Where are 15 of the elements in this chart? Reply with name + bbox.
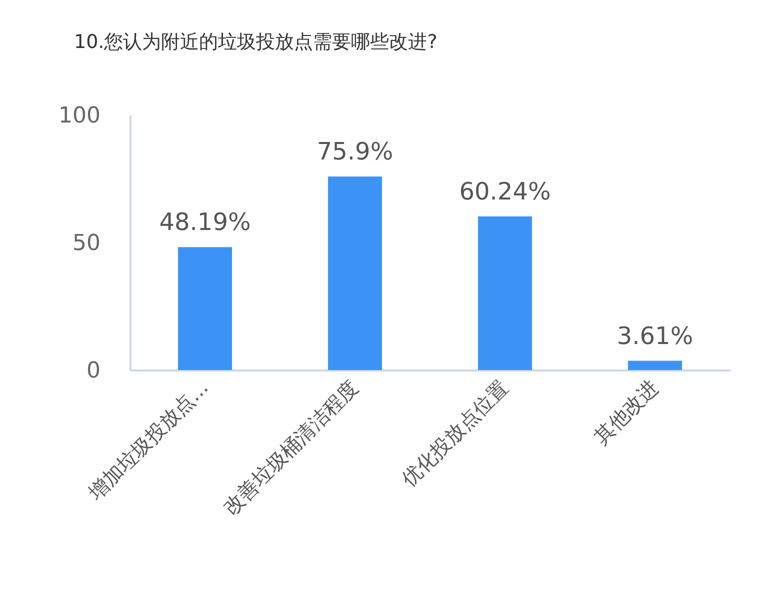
x-tick-label: 改善垃圾桶清洁程度 bbox=[218, 375, 363, 520]
bar bbox=[328, 176, 382, 370]
chart-title: 10.您认为附近的垃圾投放点需要哪些改进? bbox=[74, 31, 438, 53]
data-label: 48.19% bbox=[159, 208, 251, 236]
data-label: 3.61% bbox=[616, 322, 694, 350]
data-label: 75.9% bbox=[316, 137, 394, 166]
y-tick-label: 100 bbox=[58, 104, 100, 128]
bar bbox=[628, 360, 682, 370]
y-tick-label: 50 bbox=[72, 231, 100, 256]
bar bbox=[478, 216, 532, 370]
y-tick-label: 0 bbox=[86, 358, 100, 384]
x-tick-label: 优化投放点位置 bbox=[396, 375, 513, 492]
bar bbox=[178, 247, 232, 370]
data-label: 60.24% bbox=[459, 177, 551, 206]
x-tick-label: 其他改进 bbox=[589, 375, 663, 449]
